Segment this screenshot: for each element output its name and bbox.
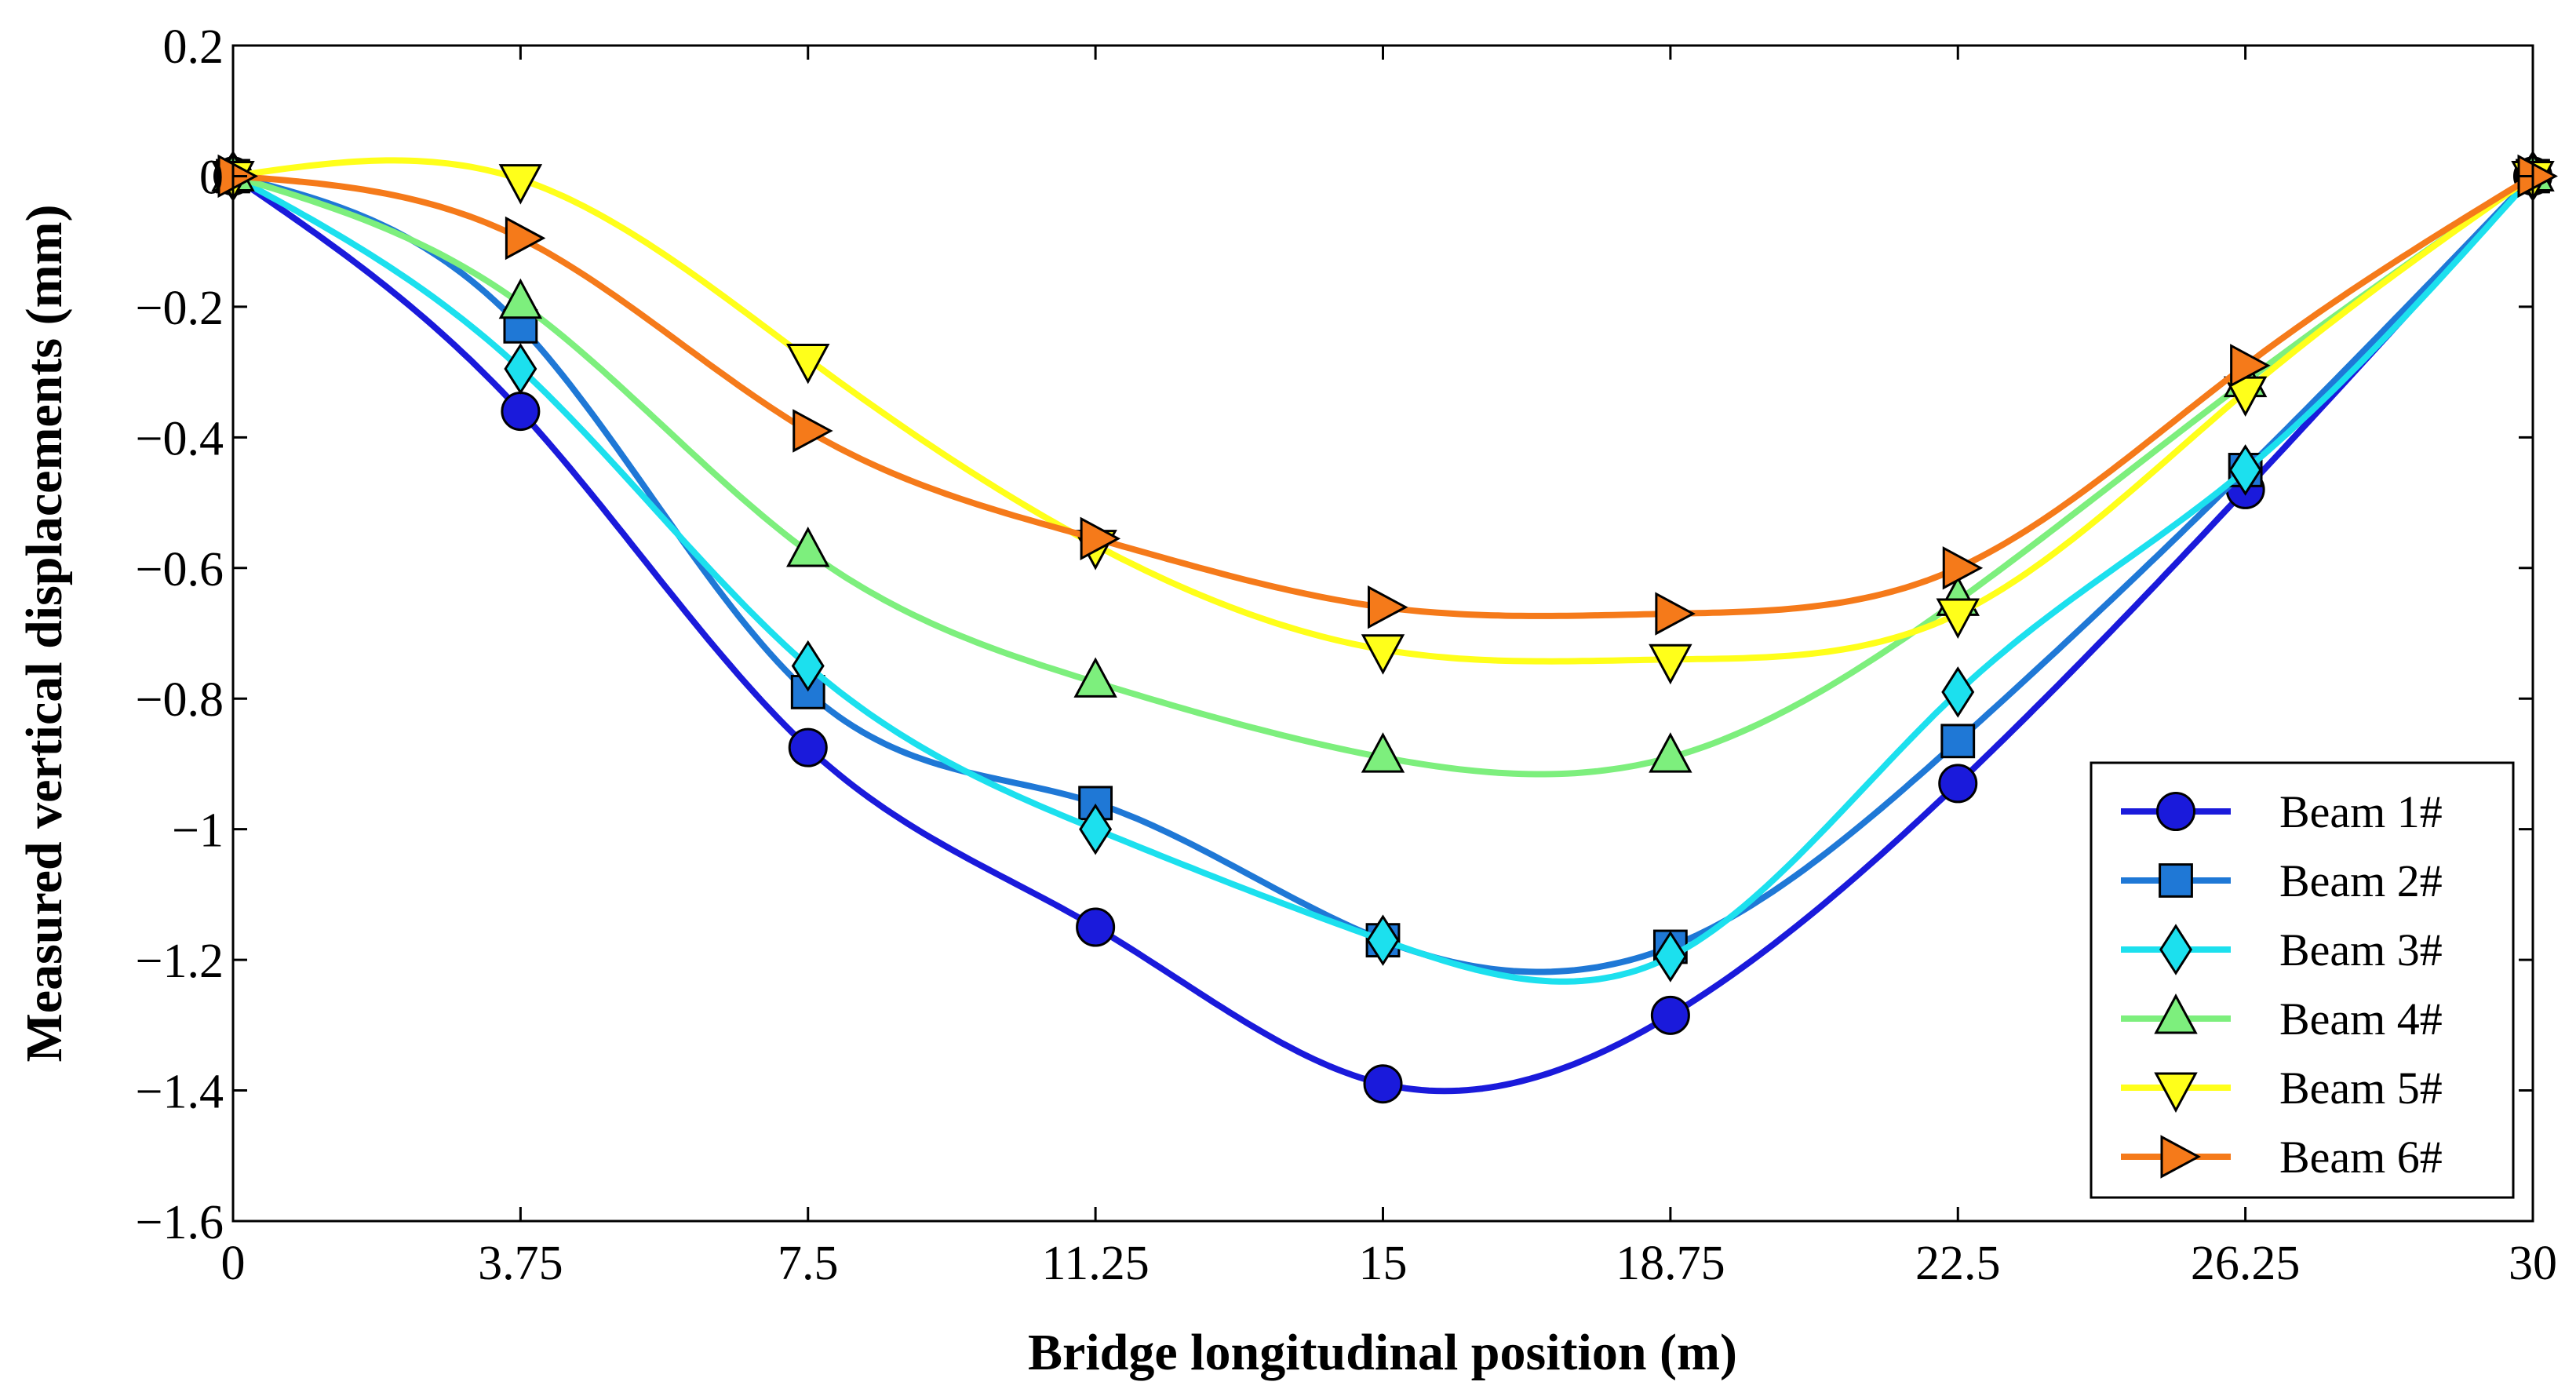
y-axis-title: Measured vertical displacements (mm)	[16, 204, 73, 1062]
data-point	[1363, 1064, 1403, 1104]
legend-box	[2090, 761, 2515, 1199]
data-point	[1655, 592, 1696, 636]
data-point	[1073, 657, 1117, 698]
data-point	[786, 343, 830, 385]
y-tick-label: −1.4	[136, 1066, 224, 1119]
series-group	[211, 150, 2558, 1104]
data-point	[1940, 724, 1976, 759]
legend-entry: Beam 2#	[2121, 855, 2443, 906]
legend-entry: Beam 4#	[2121, 993, 2443, 1045]
x-tick-label: 7.5	[778, 1237, 839, 1290]
legend-label: Beam 2#	[2279, 855, 2443, 906]
legend-marker	[2159, 924, 2192, 975]
data-point	[786, 527, 830, 567]
data-point	[498, 278, 543, 319]
legend-marker	[2155, 791, 2196, 832]
data-point	[2228, 444, 2262, 496]
x-tick-label: 18.75	[1616, 1237, 1725, 1290]
data-point	[1076, 907, 1116, 947]
data-point	[1650, 995, 1690, 1035]
data-point	[2230, 344, 2271, 388]
legend-label: Beam 5#	[2279, 1063, 2443, 1114]
data-point	[1938, 764, 1978, 804]
data-point	[1941, 666, 1975, 718]
x-axis-title: Bridge longitudinal position (m)	[1028, 1324, 1737, 1381]
data-point	[1366, 914, 1400, 966]
x-tick-label: 22.5	[1915, 1237, 2001, 1290]
data-point	[1936, 598, 1980, 639]
y-tick-label: −1	[172, 804, 224, 858]
legend-label: Beam 6#	[2279, 1132, 2443, 1183]
legend-label: Beam 1#	[2279, 786, 2443, 837]
axes: 0 3.75 7.5 11.25 15 18.75 22.5 26.25 30 0.2 0 −0.2 −…	[136, 20, 2557, 1290]
data-point	[1649, 732, 1692, 773]
data-point	[504, 343, 537, 395]
data-point	[1653, 931, 1687, 983]
legend-entry: Beam 3#	[2121, 924, 2443, 975]
legend-label: Beam 3#	[2279, 924, 2443, 975]
data-point	[498, 164, 543, 205]
x-tick-label: 11.25	[1042, 1237, 1150, 1290]
legend-marker	[2154, 993, 2198, 1034]
y-tick-label: 0.2	[163, 20, 224, 74]
data-point	[1361, 732, 1405, 773]
legend-marker	[2160, 1135, 2201, 1179]
y-tick-label: −0.4	[136, 412, 224, 465]
legend-entry: Beam 1#	[2121, 786, 2443, 837]
x-tick-label: 0	[221, 1237, 246, 1290]
legend-label: Beam 4#	[2279, 993, 2443, 1045]
data-point	[1649, 643, 1692, 685]
y-tick-label: −1.6	[136, 1196, 224, 1249]
data-point	[1080, 516, 1121, 561]
x-tick-label: 30	[2509, 1237, 2557, 1290]
data-point	[1361, 634, 1405, 675]
y-tick-label: −0.8	[136, 673, 224, 727]
legend: Beam 1# Beam 2# Beam 3# Beam 4# Beam 5# Beam …	[2090, 761, 2515, 1199]
legend-marker	[2159, 863, 2193, 898]
data-point	[792, 409, 833, 453]
data-point	[505, 216, 546, 261]
y-tick-label: −0.2	[136, 282, 224, 335]
x-tick-label: 15	[1359, 1237, 1408, 1290]
legend-entry: Beam 5#	[2121, 1063, 2443, 1114]
data-point	[501, 392, 541, 432]
y-tick-label: 0	[199, 151, 224, 204]
x-tick-label: 26.25	[2191, 1237, 2301, 1290]
y-tick-label: −1.2	[136, 935, 224, 988]
legend-entry: Beam 6#	[2121, 1132, 2443, 1183]
data-point	[791, 640, 825, 692]
y-tick-label: −0.6	[136, 543, 224, 596]
legend-marker	[2154, 1072, 2198, 1113]
data-point	[1942, 546, 1984, 590]
x-tick-label: 3.75	[478, 1237, 563, 1290]
data-point	[1368, 585, 1408, 629]
data-point	[788, 727, 828, 767]
data-point	[1079, 803, 1113, 855]
